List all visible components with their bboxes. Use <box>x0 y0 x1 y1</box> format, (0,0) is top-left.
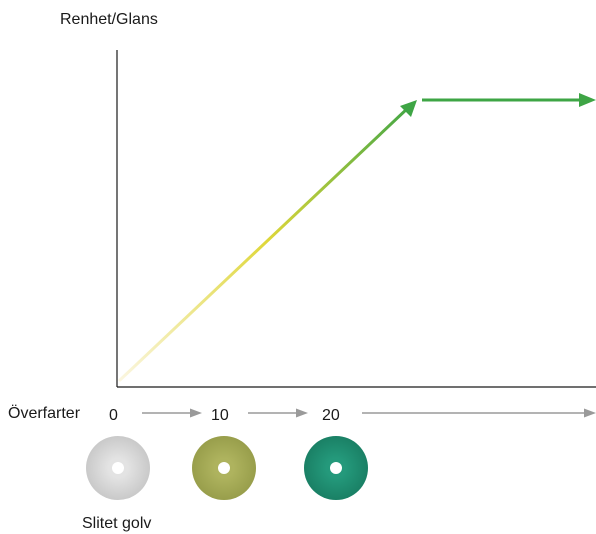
flow-arrow-continue <box>362 408 596 418</box>
pad-green-icon <box>192 436 256 500</box>
pad-white-icon <box>86 436 150 500</box>
pass-count-20: 20 <box>322 407 340 424</box>
worn-floor-caption: Slitet golv <box>82 515 152 532</box>
x-axis-label: Överfarter <box>8 405 81 422</box>
rising-arrow <box>118 100 417 382</box>
y-axis-label: Renhet/Glans <box>60 11 158 28</box>
pass-count-0: 0 <box>109 407 118 424</box>
pass-count-10: 10 <box>211 407 229 424</box>
plateau-arrow <box>422 93 596 107</box>
pad-teal-icon <box>304 436 368 500</box>
flow-arrow-10-20 <box>248 408 308 418</box>
flow-arrow-0-10 <box>142 408 202 418</box>
